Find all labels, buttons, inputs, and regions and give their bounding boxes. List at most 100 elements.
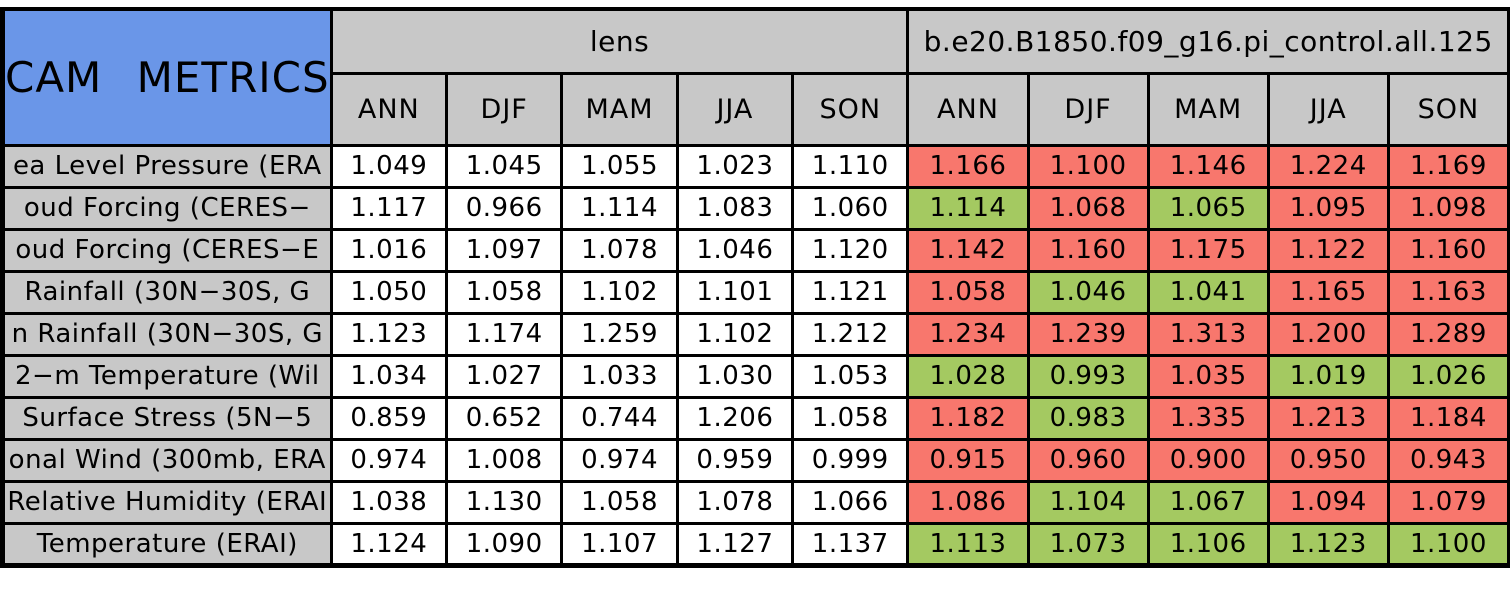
- metric-cell-control: 1.046: [1026, 269, 1150, 315]
- metric-cell-lens: 0.859: [329, 395, 449, 441]
- metric-cell-control: 1.163: [1386, 269, 1510, 315]
- metrics-table: CAM METRICS lens b.e20.B1850.f09_g16.pi_…: [0, 7, 1510, 568]
- metric-cell-control: 1.026: [1386, 353, 1510, 399]
- table-row: ea Level Pressure (ERA 1.049 1.045 1.055 1.0…: [1, 143, 1510, 189]
- metric-cell-control: 1.200: [1266, 311, 1390, 357]
- metric-cell-control: 1.213: [1266, 395, 1390, 441]
- season-header-control-son: SON: [1386, 71, 1510, 147]
- metric-cell-control: 1.035: [1146, 353, 1270, 399]
- metric-cell-control: 1.100: [1026, 143, 1150, 189]
- season-header-row: ANN DJF MAM JJA SON ANN DJF MAM JJA SON: [3, 71, 1510, 147]
- metric-cell-lens: 1.137: [791, 521, 910, 567]
- table-row: Surface Stress (5N−5 0.859 0.652 0.744 1.206…: [1, 395, 1510, 441]
- metric-cell-lens: 0.744: [560, 395, 679, 441]
- metric-cell-lens: 1.206: [675, 395, 795, 441]
- metric-cell-lens: 1.130: [444, 479, 564, 525]
- row-label: Temperature (ERAI): [1, 521, 333, 567]
- metric-cell-control: 1.100: [1386, 521, 1510, 567]
- row-label: Relative Humidity (ERAI: [1, 479, 333, 525]
- table-row: oud Forcing (CERES− 1.117 0.966 1.114 1.083 1…: [1, 185, 1510, 231]
- metric-cell-lens: 0.974: [329, 437, 449, 483]
- metric-cell-control: 1.123: [1266, 521, 1390, 567]
- group-header-row: CAM METRICS lens b.e20.B1850.f09_g16.pi_…: [1, 7, 1510, 147]
- metric-cell-lens: 1.124: [329, 521, 449, 567]
- metric-cell-lens: 1.034: [329, 353, 449, 399]
- metric-cell-control: 1.122: [1266, 227, 1390, 273]
- metric-cell-lens: 1.127: [675, 521, 795, 567]
- metric-cell-control: 1.086: [906, 479, 1030, 525]
- metric-cell-control: 0.960: [1026, 437, 1150, 483]
- metric-cell-control: 0.950: [1266, 437, 1390, 483]
- season-header-control-jja: JJA: [1266, 71, 1390, 147]
- metric-cell-lens: 1.033: [560, 353, 679, 399]
- metric-cell-control: 1.160: [1386, 227, 1510, 273]
- table-row: Rainfall (30N−30S, G 1.050 1.058 1.102 1.101…: [1, 269, 1510, 315]
- metric-cell-lens: 0.974: [560, 437, 679, 483]
- metric-cell-lens: 1.114: [560, 185, 679, 231]
- metric-cell-control: 1.019: [1266, 353, 1390, 399]
- metric-cell-lens: 1.016: [329, 227, 449, 273]
- metric-cell-control: 1.234: [906, 311, 1030, 357]
- metric-cell-lens: 1.027: [444, 353, 564, 399]
- season-header-control-djf: DJF: [1026, 71, 1150, 147]
- metric-cell-lens: 1.102: [675, 311, 795, 357]
- metric-cell-control: 1.058: [906, 269, 1030, 315]
- season-header-lens-ann: ANN: [329, 71, 449, 147]
- metric-cell-control: 1.169: [1386, 143, 1510, 189]
- metric-cell-control: 0.915: [906, 437, 1030, 483]
- metric-cell-control: 1.094: [1266, 479, 1390, 525]
- metric-cell-lens: 1.097: [444, 227, 564, 273]
- metric-cell-lens: 1.058: [444, 269, 564, 315]
- metric-cell-control: 1.098: [1386, 185, 1510, 231]
- row-label: oud Forcing (CERES−E: [1, 227, 333, 273]
- table-row: n Rainfall (30N−30S, G 1.123 1.174 1.259 1.1…: [1, 311, 1510, 357]
- metric-cell-control: 0.900: [1146, 437, 1270, 483]
- metric-cell-lens: 1.120: [791, 227, 910, 273]
- metric-cell-lens: 1.053: [791, 353, 910, 399]
- metric-cell-lens: 1.030: [675, 353, 795, 399]
- table-row: oud Forcing (CERES−E 1.016 1.097 1.078 1.046…: [1, 227, 1510, 273]
- metric-cell-control: 1.160: [1026, 227, 1150, 273]
- metric-cell-lens: 1.038: [329, 479, 449, 525]
- metric-cell-lens: 1.060: [791, 185, 910, 231]
- metric-cell-control: 1.114: [906, 185, 1030, 231]
- metric-cell-lens: 1.123: [329, 311, 449, 357]
- row-label: n Rainfall (30N−30S, G: [1, 311, 333, 357]
- metric-cell-lens: 1.110: [791, 143, 910, 189]
- metric-cell-lens: 1.102: [560, 269, 679, 315]
- row-label: 2−m Temperature (Wil: [1, 353, 333, 399]
- metric-cell-lens: 1.050: [329, 269, 449, 315]
- metric-cell-lens: 1.083: [675, 185, 795, 231]
- table-body: ea Level Pressure (ERA 1.049 1.045 1.055 1.0…: [1, 143, 1510, 567]
- metric-cell-control: 1.067: [1146, 479, 1270, 525]
- metric-cell-control: 0.943: [1386, 437, 1510, 483]
- metric-cell-lens: 0.959: [675, 437, 795, 483]
- metric-cell-control: 1.065: [1146, 185, 1270, 231]
- row-label: Surface Stress (5N−5: [1, 395, 333, 441]
- row-label: ea Level Pressure (ERA: [1, 143, 333, 189]
- metric-cell-control: 1.182: [906, 395, 1030, 441]
- metric-cell-control: 0.983: [1026, 395, 1150, 441]
- group-header-control: b.e20.B1850.f09_g16.pi_control.all.125: [906, 7, 1510, 75]
- season-header-control-ann: ANN: [906, 71, 1030, 147]
- table-row: Relative Humidity (ERAI 1.038 1.130 1.058 1.…: [1, 479, 1510, 525]
- metric-cell-lens: 1.174: [444, 311, 564, 357]
- metric-cell-lens: 1.008: [444, 437, 564, 483]
- metric-cell-control: 1.335: [1146, 395, 1270, 441]
- metric-cell-control: 1.028: [906, 353, 1030, 399]
- metric-cell-lens: 1.078: [675, 479, 795, 525]
- metric-cell-lens: 1.023: [675, 143, 795, 189]
- metric-cell-control: 1.184: [1386, 395, 1510, 441]
- season-header-lens-mam: MAM: [560, 71, 679, 147]
- table-row: 2−m Temperature (Wil 1.034 1.027 1.033 1.030…: [1, 353, 1510, 399]
- row-label: oud Forcing (CERES−: [1, 185, 333, 231]
- metric-cell-control: 1.041: [1146, 269, 1270, 315]
- metric-cell-control: 1.289: [1386, 311, 1510, 357]
- metric-cell-control: 1.165: [1266, 269, 1390, 315]
- metric-cell-control: 0.993: [1026, 353, 1150, 399]
- metric-cell-lens: 1.055: [560, 143, 679, 189]
- group-header-lens: lens: [329, 7, 910, 75]
- season-header-lens-djf: DJF: [444, 71, 564, 147]
- metric-cell-lens: 1.121: [791, 269, 910, 315]
- metric-cell-control: 1.239: [1026, 311, 1150, 357]
